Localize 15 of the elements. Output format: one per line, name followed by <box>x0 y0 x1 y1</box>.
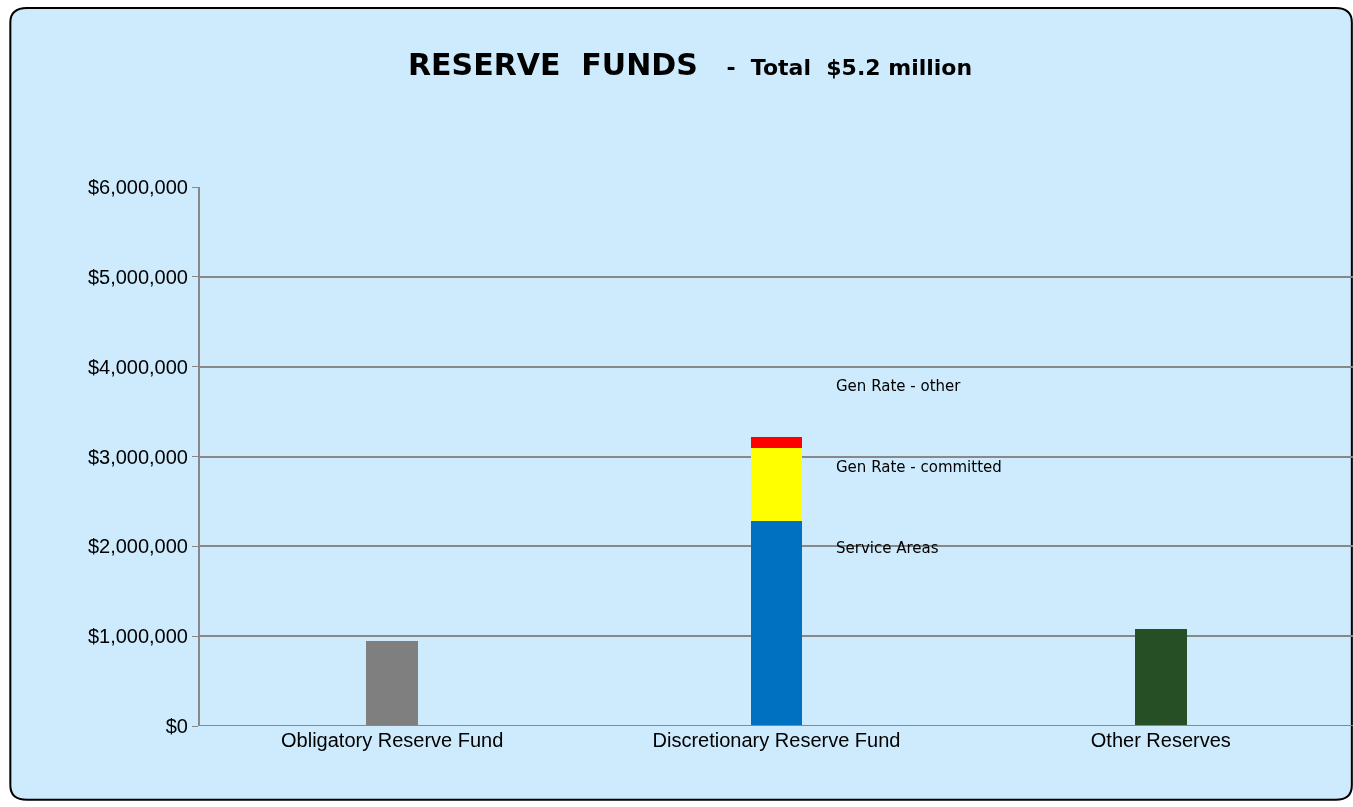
text: Gen Rate - other <box>836 377 962 395</box>
chart-title: RESERVE FUNDS <box>407 47 698 83</box>
x-tick-label: Obligatory Reserve Fund <box>281 729 504 751</box>
y-tick-label: $3,000,000 <box>87 445 188 468</box>
y-tick-label: $5,000,000 <box>87 265 188 288</box>
y-tick-label: $6,000,000 <box>87 176 188 198</box>
y-tick-label: $0 <box>165 715 188 737</box>
text: Service Areas <box>836 539 939 557</box>
y-tick-label: $2,000,000 <box>87 535 188 558</box>
x-tick-label: Other Reserves <box>1090 729 1231 751</box>
y-tick-label: $1,000,000 <box>87 625 188 648</box>
chart-subtitle: - Total $5.2 million <box>726 55 973 81</box>
text: Gen Rate - committed <box>836 458 1002 476</box>
x-tick-label: Discretionary Reserve Fund <box>652 729 901 751</box>
y-tick-label: $4,000,000 <box>87 355 188 378</box>
